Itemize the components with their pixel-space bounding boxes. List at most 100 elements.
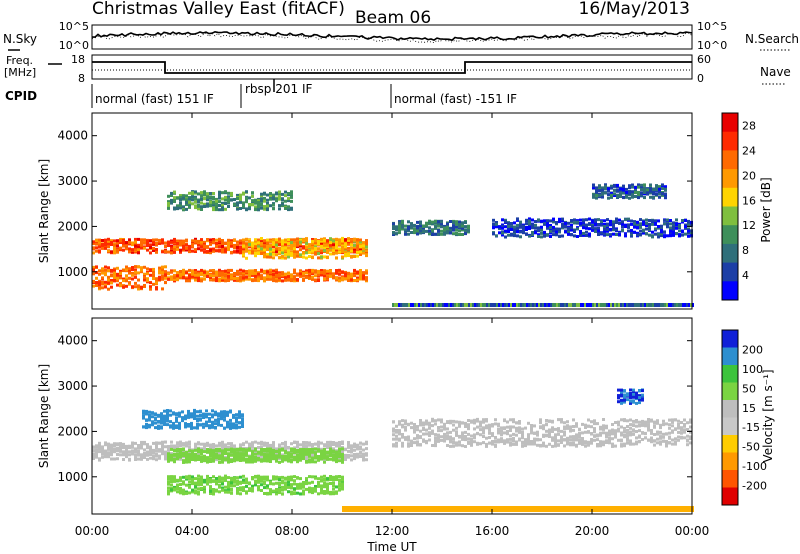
power-cell [422, 229, 425, 233]
velocity-cell [206, 474, 209, 478]
velocity-cell [134, 458, 137, 461]
power-ytick-label: 1000 [57, 265, 88, 279]
velocity-cell [329, 443, 332, 447]
power-cell [227, 197, 230, 201]
power-cell [266, 270, 269, 274]
power-cell [113, 273, 116, 277]
velocity-cell [101, 448, 104, 452]
nave-tick-low: 0 [697, 72, 704, 85]
velocity-cell [242, 474, 245, 478]
velocity-cell [347, 449, 350, 453]
power-cell [630, 219, 633, 223]
power-cell [242, 244, 245, 248]
power-cell [663, 218, 666, 222]
power-cell [344, 250, 347, 254]
power-cell [452, 303, 454, 307]
velocity-cell [122, 458, 125, 461]
power-cell [652, 188, 655, 191]
velocity-cell [275, 454, 278, 458]
power-cell [218, 268, 221, 272]
power-cell [161, 268, 164, 272]
power-cell [610, 195, 613, 199]
power-cell [558, 234, 561, 238]
velocity-cell [176, 442, 179, 446]
power-cell [209, 241, 212, 244]
power-cell [643, 183, 646, 187]
velocity-cell [194, 491, 197, 494]
velocity-cell [350, 458, 353, 462]
power-cell [221, 271, 224, 275]
velocity-cell [194, 485, 197, 489]
velocity-cell [260, 447, 263, 451]
power-cell [257, 201, 260, 204]
velocity-cell [317, 446, 320, 450]
power-cell [344, 247, 347, 251]
power-cell [639, 225, 642, 229]
velocity-cell [200, 455, 203, 459]
velocity-cell [263, 452, 266, 456]
velocity-cell [235, 413, 238, 417]
power-cell [534, 230, 537, 234]
velocity-cell [245, 440, 248, 444]
power-cell [540, 228, 543, 232]
power-cell [582, 223, 585, 227]
power-cell [634, 191, 637, 194]
power-cell [218, 196, 221, 200]
velocity-cell [194, 483, 197, 487]
velocity-cell [119, 446, 122, 450]
velocity-cell [229, 409, 232, 413]
power-cell [254, 273, 257, 277]
velocity-cell [365, 458, 368, 462]
power-cell [236, 249, 239, 253]
power-cell [675, 218, 678, 222]
power-cell [176, 244, 179, 248]
power-cell [257, 279, 260, 283]
power-cell [356, 254, 359, 258]
velocity-cell [208, 417, 211, 420]
power-cell [284, 278, 287, 282]
power-cell [655, 186, 658, 190]
power-cell [107, 275, 110, 279]
power-cell [212, 238, 215, 241]
velocity-cell [151, 415, 154, 419]
power-cell [227, 191, 230, 195]
velocity-cell [323, 454, 326, 458]
nsearch-tick-low: 10^0 [697, 39, 727, 52]
power-cell [131, 272, 134, 275]
velocity-cell [188, 442, 191, 446]
power-cell [522, 224, 525, 228]
velocity-cell [341, 447, 344, 451]
power-cell [398, 225, 401, 229]
power-cell [125, 279, 128, 283]
velocity-cell [212, 449, 215, 453]
power-colorbar-swatch [722, 262, 738, 282]
power-cell [194, 271, 197, 274]
velocity-cell [209, 486, 212, 490]
velocity-cell [236, 476, 239, 480]
velocity-cell [125, 455, 128, 459]
power-cell [122, 285, 125, 289]
velocity-cell [293, 446, 296, 450]
power-cell [206, 274, 209, 278]
power-cell [646, 303, 648, 307]
power-colorbar-swatch [722, 131, 738, 151]
velocity-cell [116, 457, 119, 461]
power-cell [275, 243, 278, 247]
power-colorbar-swatch [722, 113, 738, 133]
power-cell [326, 273, 329, 277]
power-cell [122, 269, 125, 273]
velocity-cell [293, 448, 296, 452]
power-cell [119, 248, 122, 252]
velocity-cell [230, 453, 233, 457]
power-cell [185, 248, 188, 252]
power-cell [254, 198, 257, 202]
power-cell [221, 247, 224, 251]
power-cell [564, 223, 567, 227]
power-cell [320, 249, 323, 253]
power-cell [338, 242, 341, 246]
power-cell [284, 199, 287, 203]
velocity-cell [160, 425, 163, 429]
power-cell [498, 225, 501, 229]
power-cell [149, 239, 152, 243]
velocity-cell [317, 449, 320, 453]
